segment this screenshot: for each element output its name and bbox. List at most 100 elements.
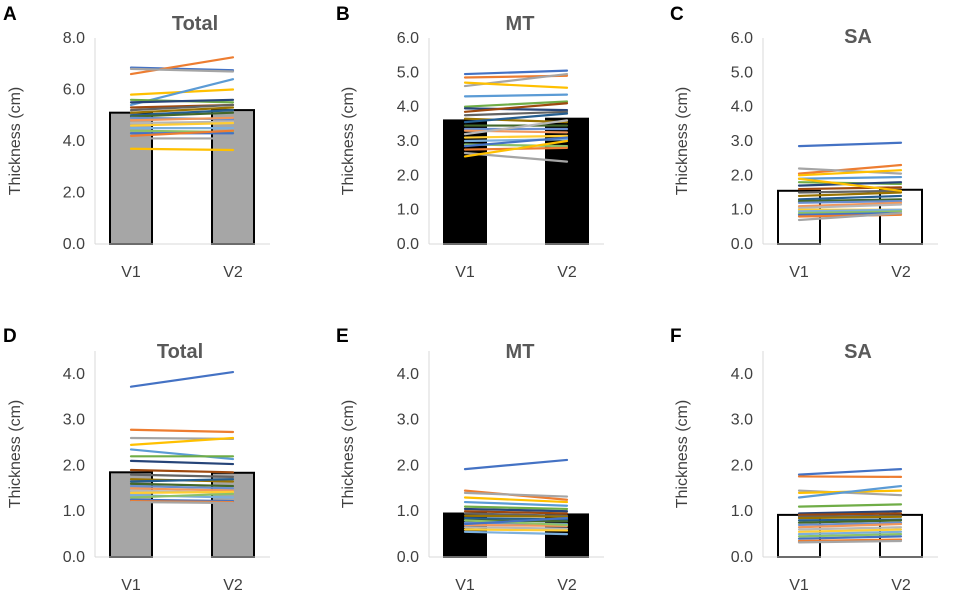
- panel-letter: D: [3, 326, 17, 347]
- subject-line: [797, 489, 903, 497]
- subject-line: [129, 436, 235, 446]
- subject-line: [129, 487, 235, 492]
- subject-line: [797, 189, 903, 194]
- subject-line: [463, 102, 569, 113]
- y-tick-label: 4.0: [63, 133, 85, 150]
- y-tick-label: 2.0: [63, 185, 85, 202]
- panel-letter: F: [670, 326, 682, 347]
- panel-letter: A: [3, 4, 17, 25]
- subject-line: [129, 66, 235, 72]
- subject-line: [463, 93, 569, 98]
- subject-line: [129, 492, 235, 499]
- subject-line: [797, 201, 903, 208]
- subject-line: [129, 121, 235, 127]
- y-axis-title: Thickness (cm): [674, 87, 691, 195]
- subject-line: [129, 490, 235, 495]
- subject-line: [797, 208, 903, 213]
- x-category-label: V2: [557, 577, 577, 594]
- x-category-label: V2: [223, 577, 243, 594]
- x-category-label: V2: [223, 264, 243, 281]
- subject-line: [797, 530, 903, 536]
- y-tick-label: 4.0: [731, 366, 753, 383]
- subject-line: [463, 528, 569, 532]
- subject-line: [463, 107, 569, 112]
- y-tick-label: 3.0: [731, 412, 753, 429]
- y-tick-label: 6.0: [731, 30, 753, 47]
- subject-line: [797, 528, 903, 533]
- y-axis-title: Thickness (cm): [7, 400, 24, 508]
- y-tick-label: 1.0: [63, 503, 85, 520]
- subject-line: [797, 141, 903, 148]
- bar-v1: [443, 119, 487, 245]
- subject-line: [463, 136, 569, 148]
- subject-line: [129, 468, 235, 474]
- chart-title: Total: [172, 13, 218, 35]
- panel-c: C SA Thickness (cm) 0.0 1.0 2.0 3.0 4.0 5.0 6.0 V1…: [670, 4, 938, 281]
- subject-line: [463, 514, 569, 518]
- y-tick-label: 6.0: [63, 82, 85, 99]
- chart-title: Total: [157, 341, 203, 363]
- subject-line: [463, 530, 569, 536]
- subject-line: [797, 194, 903, 201]
- y-tick-label: 2.0: [731, 457, 753, 474]
- subject-line: [797, 503, 903, 508]
- y-tick-label: 0.0: [731, 549, 753, 566]
- panel-letter: E: [336, 326, 349, 347]
- subject-line: [797, 199, 903, 204]
- subject-line: [797, 169, 903, 177]
- y-tick-label: 5.0: [397, 64, 419, 81]
- x-category-label: V1: [455, 264, 475, 281]
- y-tick-label: 0.0: [397, 236, 419, 253]
- panel-letter: C: [670, 4, 684, 25]
- subject-line: [129, 129, 235, 137]
- subject-line: [129, 108, 235, 117]
- y-tick-label: 0.0: [397, 549, 419, 566]
- y-tick-label: 4.0: [397, 366, 419, 383]
- x-category-label: V1: [121, 577, 141, 594]
- subject-line: [797, 186, 903, 191]
- y-tick-label: 6.0: [397, 30, 419, 47]
- y-axis-title: Thickness (cm): [674, 400, 691, 508]
- subject-line: [129, 106, 235, 114]
- subject-line: [797, 515, 903, 520]
- subject-line: [463, 100, 569, 108]
- subject-line: [797, 533, 903, 538]
- subject-line: [797, 484, 903, 499]
- subject-line: [129, 478, 235, 483]
- y-tick-label: 2.0: [397, 457, 419, 474]
- subject-line: [797, 175, 903, 180]
- subject-line: [129, 56, 235, 76]
- subject-line: [129, 98, 235, 104]
- x-category-label: V1: [455, 577, 475, 594]
- subject-line: [463, 523, 569, 527]
- subject-line: [797, 522, 903, 529]
- subject-line: [463, 81, 569, 89]
- x-category-label: V2: [891, 577, 911, 594]
- chart-title: SA: [844, 26, 872, 48]
- y-tick-label: 0.0: [63, 549, 85, 566]
- subject-line: [463, 112, 569, 124]
- y-tick-label: 8.0: [63, 30, 85, 47]
- bar-v2: [879, 188, 923, 245]
- subject-line: [129, 111, 235, 118]
- panel-b: B MT Thickness (cm) 0.0 1.0 2.0 3.0 4.0 5.0 6.0 V1…: [336, 4, 604, 281]
- subject-line: [129, 459, 235, 466]
- x-category-label: V2: [891, 264, 911, 281]
- chart-title: MT: [506, 13, 535, 35]
- panel-a: A Total Thickness (cm) 0.0 2.0 4.0 6.0 8.0 V1 V2: [3, 4, 270, 281]
- subject-line: [129, 500, 235, 505]
- y-tick-label: 3.0: [731, 133, 753, 150]
- y-tick-label: 4.0: [397, 99, 419, 116]
- subject-line: [463, 507, 569, 513]
- subject-line: [797, 526, 903, 531]
- y-tick-label: 3.0: [63, 412, 85, 429]
- y-tick-label: 1.0: [731, 503, 753, 520]
- y-tick-label: 2.0: [397, 167, 419, 184]
- subject-line: [797, 203, 903, 210]
- subject-line: [463, 458, 569, 471]
- subject-line: [129, 428, 235, 434]
- subject-line: [797, 512, 903, 516]
- subject-line: [463, 519, 569, 527]
- subject-line: [797, 468, 903, 476]
